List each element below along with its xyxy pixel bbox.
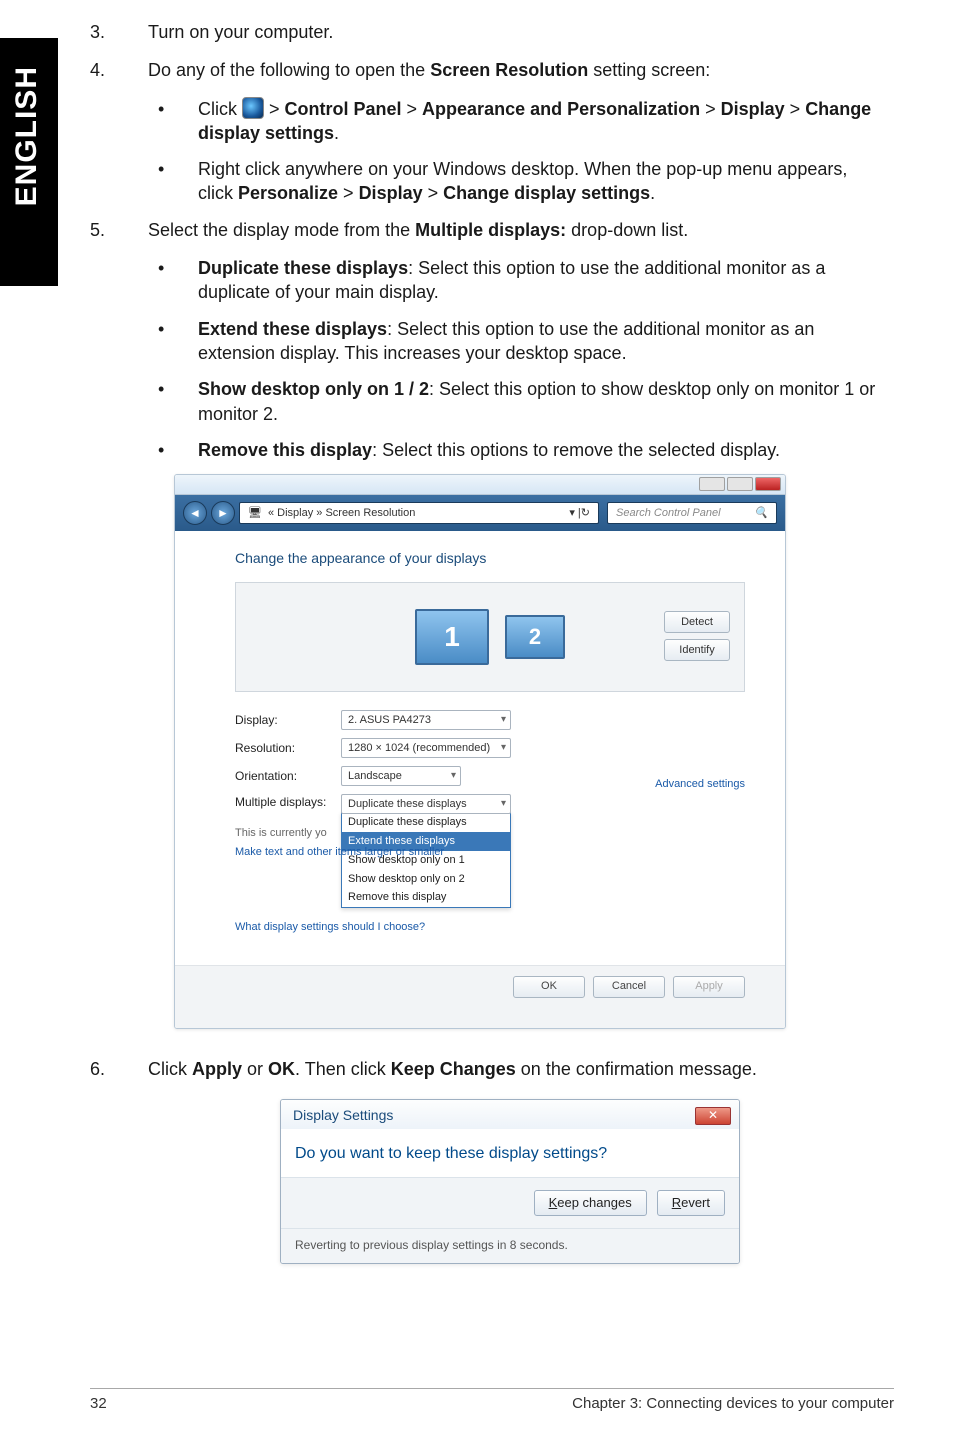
window-nav: ◄ ► 🖥« Display » Screen Resolution ▾ | ↻… [175,495,785,531]
step-4-bullet-1: Click > Control Panel > Appearance and P… [198,97,880,146]
step-number-3: 3. [90,20,148,44]
monitor-preview: 1 2 Detect Identify [235,582,745,692]
window-titlebar [175,475,785,495]
resolution-label: Resolution: [235,740,341,756]
dropdown-option[interactable]: Remove this display [342,888,510,907]
bullet-dot: • [148,438,198,462]
window-heading: Change the appearance of your displays [235,549,745,568]
detect-button[interactable]: Detect [664,611,730,633]
advanced-settings-link[interactable]: Advanced settings [655,777,745,792]
page-footer: 32 Chapter 3: Connecting devices to your… [90,1388,894,1412]
back-button[interactable]: ◄ [183,501,207,525]
start-icon [242,97,264,119]
main-content: 3. Turn on your computer. 4. Do any of t… [90,20,880,1264]
step-number-5: 5. [90,218,148,242]
minimize-button[interactable] [699,477,725,491]
cancel-button[interactable]: Cancel [593,976,665,998]
bullet-dot: • [148,97,198,146]
multiple-displays-label: Multiple displays: [235,794,341,810]
monitor-1[interactable]: 1 [415,609,489,665]
identify-button[interactable]: Identify [664,639,730,661]
multiple-displays-select[interactable]: Duplicate these displays [341,794,511,814]
dialog-footer: Reverting to previous display settings i… [281,1228,739,1263]
orientation-label: Orientation: [235,768,341,784]
bullet-dot: • [148,317,198,366]
dropdown-option[interactable]: Duplicate these displays [342,813,510,832]
language-label: ENGLISH [10,66,44,206]
language-tab: ENGLISH [0,38,58,286]
step-5-bullet-4: Remove this display: Select this options… [198,438,880,462]
refresh-icon[interactable]: ↻ [581,506,590,521]
step-5-bullet-3: Show desktop only on 1 / 2: Select this … [198,377,880,426]
bullet-dot: • [148,157,198,206]
step-6-text: Click Apply or OK. Then click Keep Chang… [148,1057,757,1081]
dialog-close-button[interactable]: ✕ [695,1107,731,1125]
step-4-bullet-2: Right click anywhere on your Windows des… [198,157,880,206]
resolution-select[interactable]: 1280 × 1024 (recommended) [341,738,511,758]
step-5-bullet-1: Duplicate these displays: Select this op… [198,256,880,305]
multiple-displays-dropdown[interactable]: Duplicate these displays Extend these di… [341,812,511,908]
display-select[interactable]: 2. ASUS PA4273 [341,710,511,730]
revert-button[interactable]: Revert [657,1190,725,1216]
step-number-4: 4. [90,58,148,82]
step-3-text: Turn on your computer. [148,20,333,44]
bullet-dot: • [148,377,198,426]
what-settings-link[interactable]: What display settings should I choose? [235,920,745,935]
step-4-intro: Do any of the following to open the Scre… [148,58,710,82]
step-5-bullet-2: Extend these displays: Select this optio… [198,317,880,366]
display-label: Display: [235,712,341,728]
monitor-2[interactable]: 2 [505,615,565,659]
search-icon: 🔍 [754,506,768,521]
keep-changes-button[interactable]: Keep changes [534,1190,647,1216]
bullet-dot: • [148,256,198,305]
orientation-select[interactable]: Landscape [341,766,461,786]
maximize-button[interactable] [727,477,753,491]
dialog-title: Display Settings [293,1106,393,1125]
forward-button[interactable]: ► [211,501,235,525]
chapter-label: Chapter 3: Connecting devices to your co… [572,1395,894,1412]
search-input[interactable]: Search Control Panel 🔍 [607,502,777,524]
step-5-intro: Select the display mode from the Multipl… [148,218,688,242]
page-number: 32 [90,1395,107,1412]
breadcrumb[interactable]: 🖥« Display » Screen Resolution ▾ | ↻ [239,502,599,524]
close-button[interactable] [755,477,781,491]
ok-button[interactable]: OK [513,976,585,998]
screen-resolution-window: ◄ ► 🖥« Display » Screen Resolution ▾ | ↻… [174,474,786,1029]
display-settings-dialog: Display Settings ✕ Do you want to keep t… [280,1099,740,1264]
apply-button[interactable]: Apply [673,976,745,998]
step-number-6: 6. [90,1057,148,1081]
dropdown-option[interactable]: Show desktop only on 2 [342,870,510,889]
dialog-body: Do you want to keep these display settin… [281,1129,739,1178]
